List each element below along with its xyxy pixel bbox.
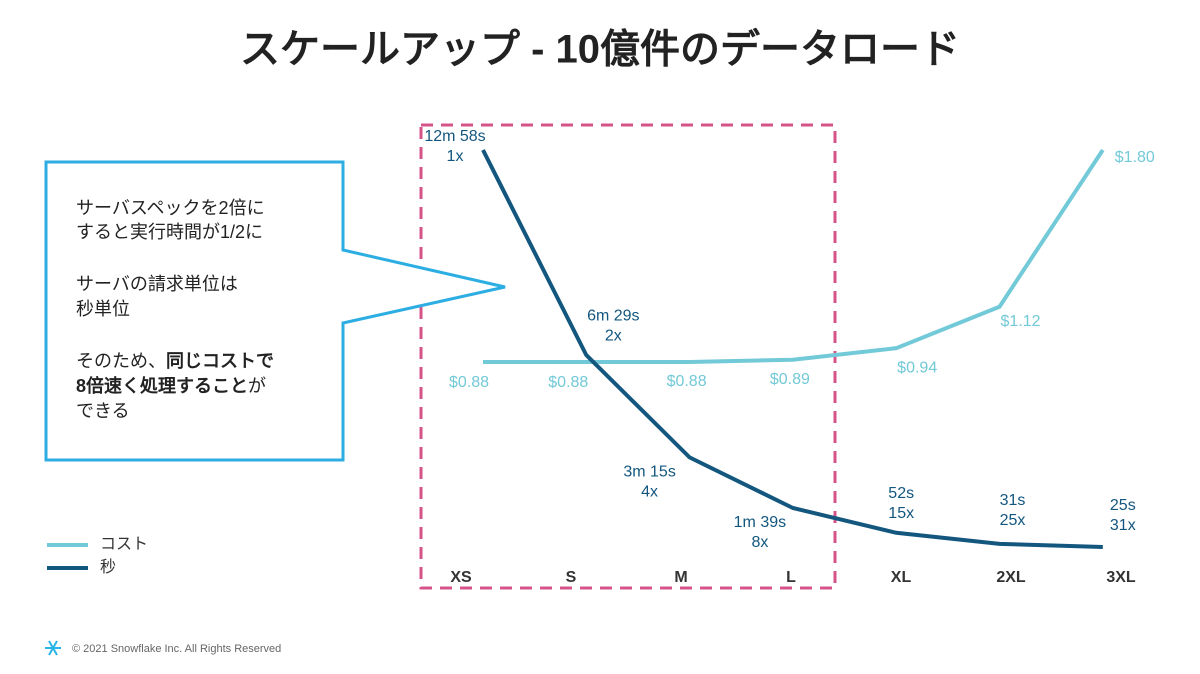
callout-segment: サーバスペックを2倍に [76, 198, 265, 218]
legend-label: 秒 [100, 558, 116, 576]
speedup-label: 2x [605, 327, 622, 344]
callout-line: 秒単位 [76, 299, 130, 319]
x-tick-label: XL [891, 569, 912, 586]
x-tick-label: M [674, 569, 687, 586]
data-label: 6m 29s [587, 307, 639, 324]
x-tick-label: XS [450, 569, 472, 586]
data-label: $0.89 [770, 371, 810, 388]
footer: © 2021 Snowflake Inc. All Rights Reserve… [72, 643, 281, 655]
speedup-label: 15x [888, 505, 914, 522]
title: スケールアップ - 10億件のデータロード [240, 27, 960, 72]
data-label: $0.88 [548, 374, 588, 391]
data-label: 12m 58s [424, 128, 485, 145]
data-label: $1.12 [1000, 313, 1040, 330]
series-line [481, 149, 1103, 549]
callout-segment: そのため、 [76, 351, 166, 371]
data-label: 1m 39s [734, 514, 786, 531]
callout-segment: すると実行時間が1/2に [76, 222, 263, 242]
x-tick-label: S [566, 569, 577, 586]
x-tick-label: 3XL [1106, 569, 1136, 586]
data-label: $0.88 [667, 373, 707, 390]
data-label: $0.94 [897, 359, 937, 376]
data-label: 52s [888, 485, 914, 502]
x-tick-label: 2XL [996, 569, 1026, 586]
data-label: $1.80 [1115, 149, 1155, 166]
callout-text: サーバスペックを2倍にすると実行時間が1/2にサーバの請求単位は秒単位そのため、… [76, 198, 274, 421]
callout-line: すると実行時間が1/2に [76, 222, 263, 242]
data-label: 25s [1110, 497, 1136, 514]
data-label: $0.88 [449, 374, 489, 391]
callout-line: そのため、同じコストで [76, 351, 274, 371]
plot: XS S M L XL 2XL 3XL $0.88 $0.88 $0.88 $0.89 $0.94 $1… [47, 128, 1155, 586]
callout-line: サーバの請求単位は [76, 274, 238, 294]
legend-label: コスト [100, 536, 148, 553]
speedup-label: 1x [447, 148, 464, 165]
snowflake-logo [45, 640, 61, 656]
callout-segment: 秒単位 [76, 299, 130, 319]
callout-line: 8倍速く処理することが [76, 375, 266, 396]
x-tick-label: L [786, 569, 796, 586]
callout-line: できる [76, 401, 130, 421]
data-label: 31s [1000, 492, 1026, 509]
callout-box [44, 160, 506, 462]
callout-segment: 8倍速く処理すること [76, 375, 248, 396]
callout-segment: サーバの請求単位は [76, 274, 238, 294]
series-line [483, 148, 1105, 364]
callout-line: サーバスペックを2倍に [76, 198, 265, 218]
callout-segment: が [248, 376, 266, 396]
data-label: 3m 15s [623, 464, 675, 481]
speedup-label: 25x [1000, 512, 1026, 529]
speedup-label: 4x [641, 484, 658, 501]
callout-segment: 同じコストで [166, 351, 274, 371]
callout-segment: できる [76, 401, 130, 421]
speedup-label: 31x [1110, 517, 1136, 534]
speedup-label: 8x [751, 534, 768, 551]
